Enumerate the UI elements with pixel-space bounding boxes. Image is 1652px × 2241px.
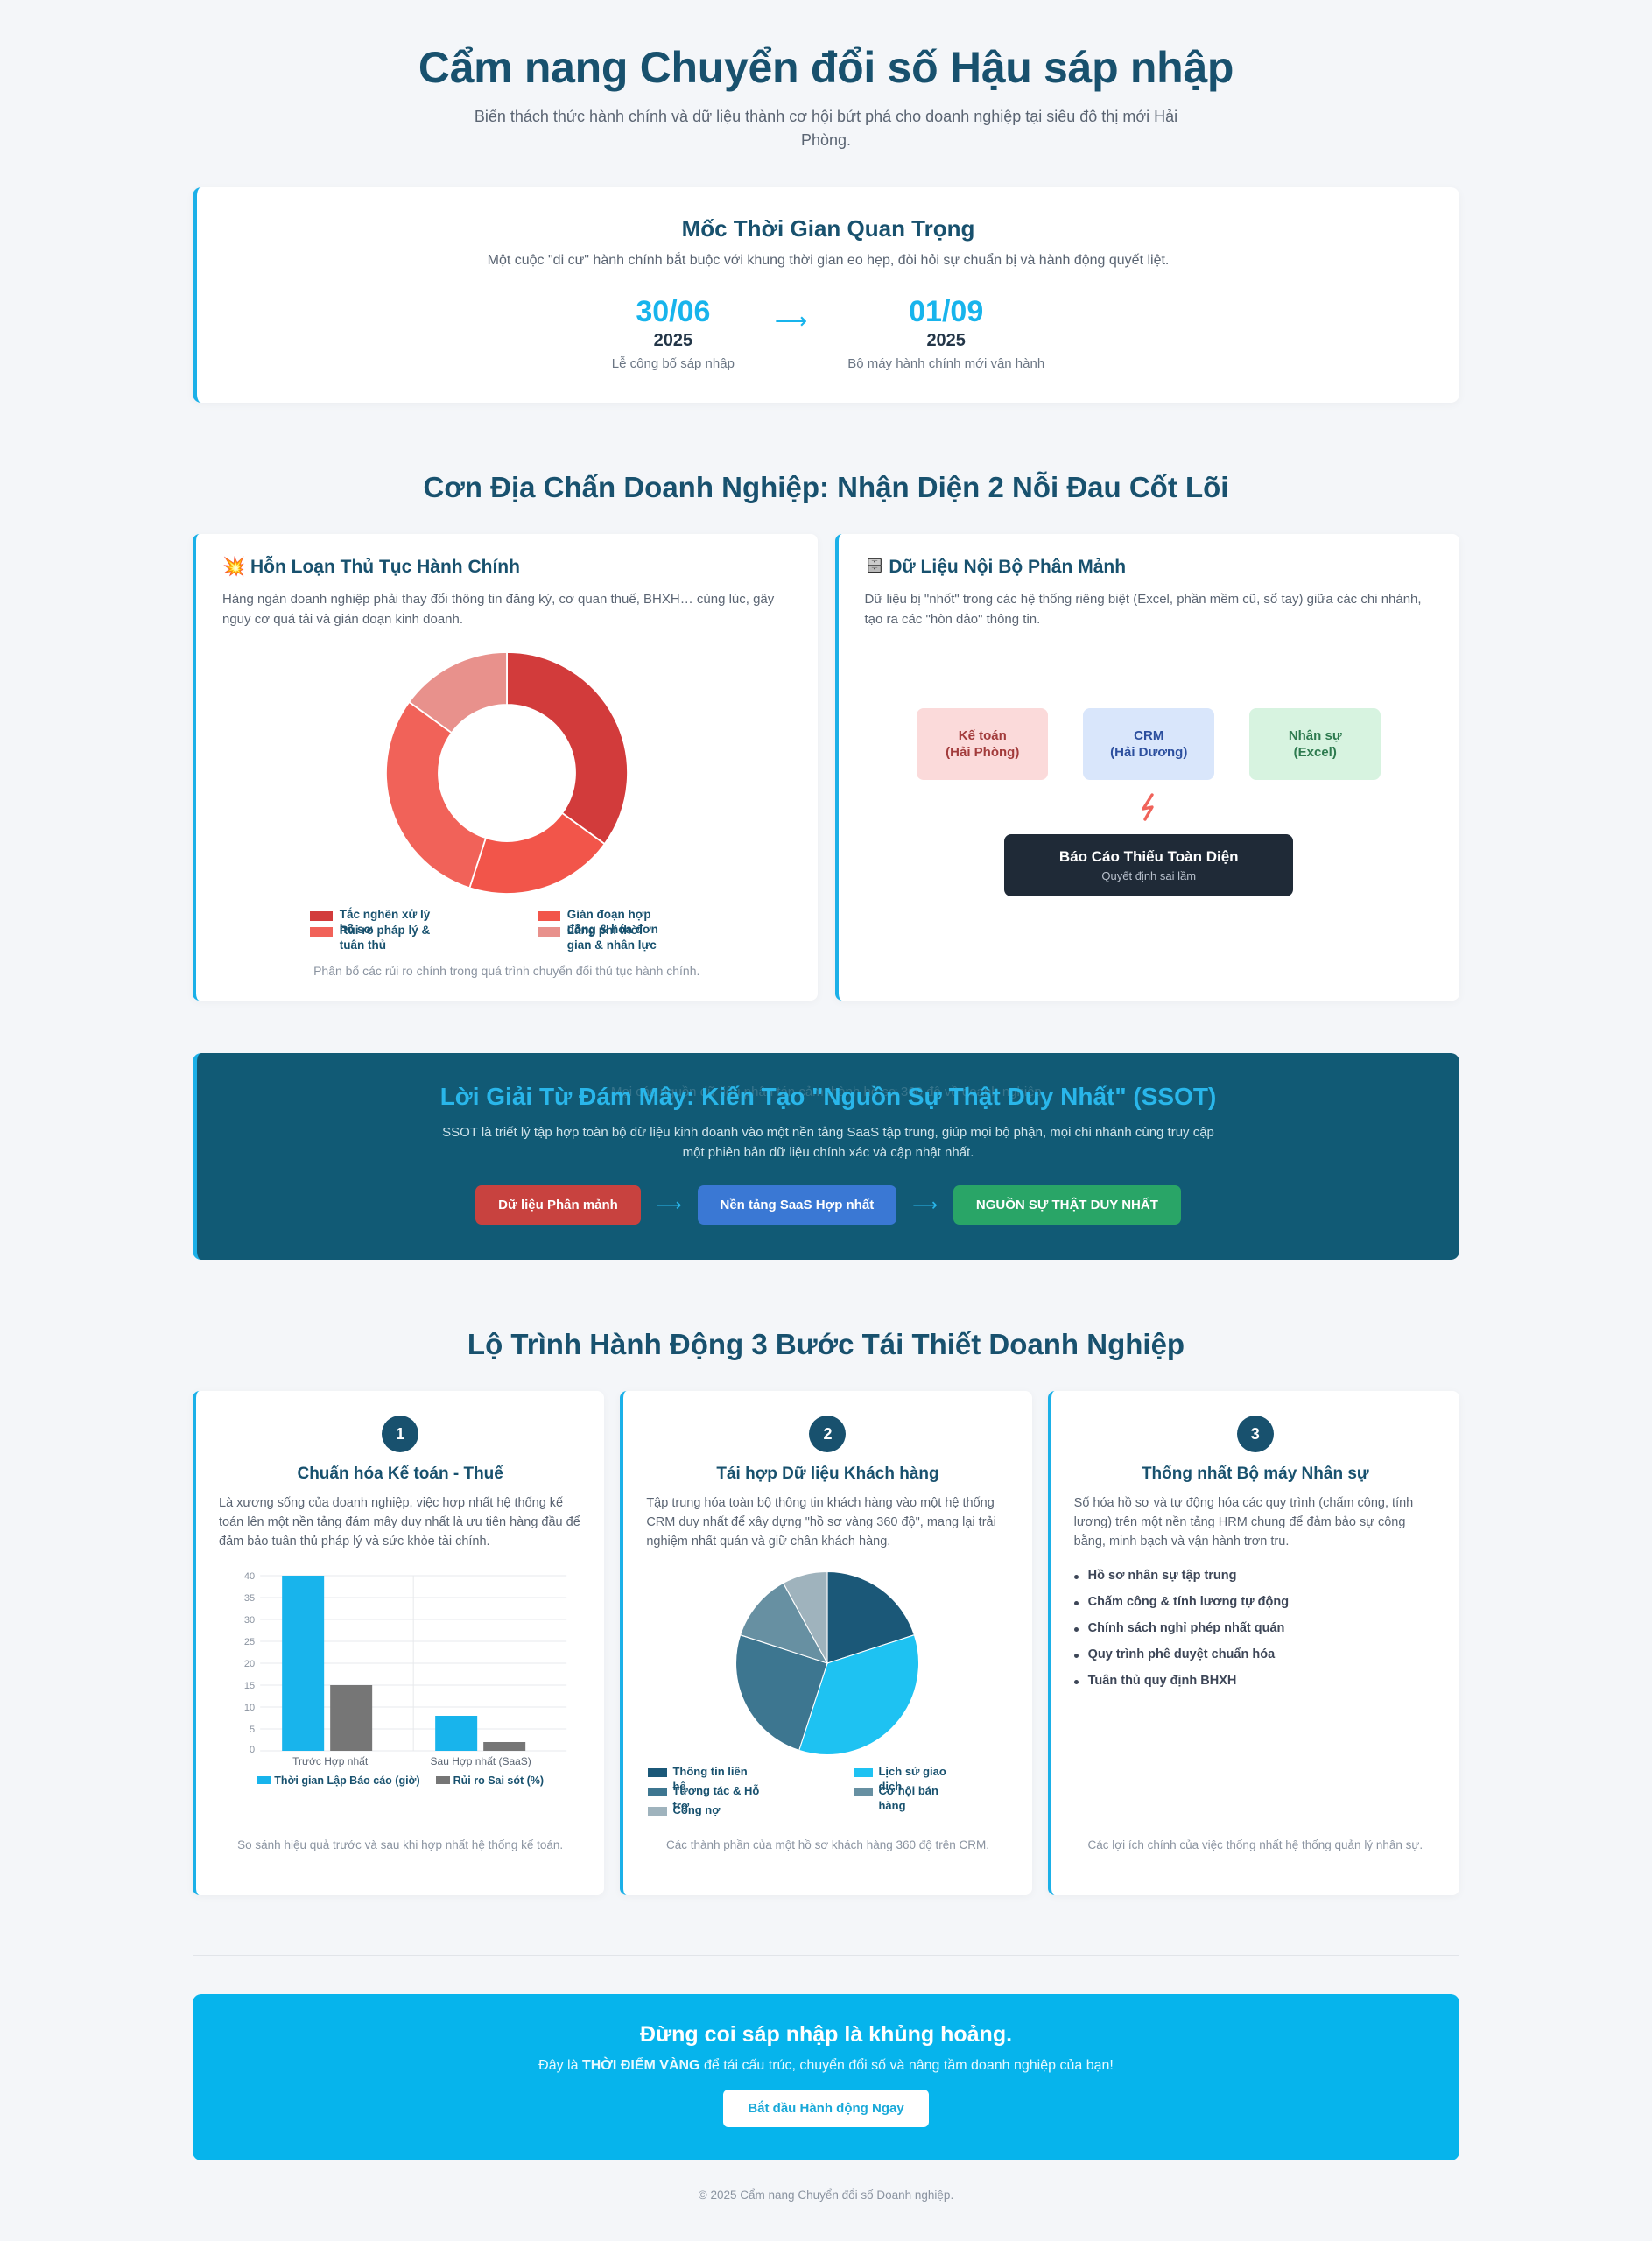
- svg-text:35: 35: [244, 1593, 255, 1604]
- svg-text:0: 0: [250, 1745, 255, 1755]
- svg-text:30: 30: [244, 1615, 255, 1626]
- svg-text:15: 15: [244, 1681, 255, 1691]
- svg-text:10: 10: [244, 1703, 255, 1713]
- svg-text:Sau Hợp nhất (SaaS): Sau Hợp nhất (SaaS): [431, 1755, 531, 1767]
- svg-text:25: 25: [244, 1637, 255, 1647]
- svg-text:40: 40: [244, 1571, 255, 1582]
- svg-text:20: 20: [244, 1659, 255, 1669]
- svg-text:5: 5: [250, 1725, 255, 1735]
- svg-text:Trước Hợp nhất: Trước Hợp nhất: [292, 1755, 369, 1767]
